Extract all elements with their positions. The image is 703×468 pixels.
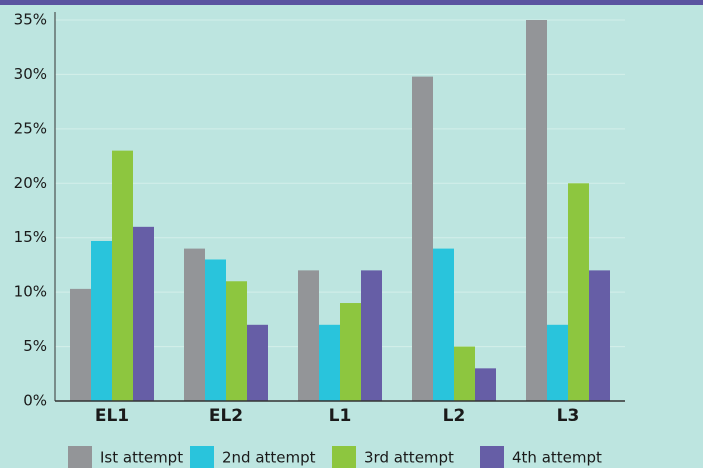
bar — [454, 346, 475, 401]
x-tick-label: L1 — [329, 406, 352, 426]
bar — [568, 183, 589, 401]
y-tick-label: 10% — [14, 283, 47, 301]
x-tick-label: EL1 — [95, 406, 129, 426]
y-tick-label: 15% — [14, 228, 47, 246]
bar — [112, 150, 133, 401]
bar — [319, 324, 340, 401]
bar — [91, 240, 112, 401]
x-tick-label: L3 — [557, 406, 580, 426]
bar — [184, 248, 205, 401]
bar — [226, 281, 247, 401]
bar — [433, 248, 454, 401]
legend-label: 4th attempt — [512, 449, 602, 467]
bar — [340, 303, 361, 401]
bar — [526, 20, 547, 401]
legend-label: 2nd attempt — [222, 449, 316, 467]
y-tick-label: 30% — [14, 65, 47, 83]
y-tick-label: 25% — [14, 119, 47, 137]
bar — [205, 259, 226, 401]
bar — [247, 324, 268, 401]
legend-swatch — [332, 446, 356, 468]
legend-swatch — [68, 446, 92, 468]
x-tick-label: L2 — [443, 406, 466, 426]
legend-swatch — [480, 446, 504, 468]
y-tick-label: 5% — [23, 337, 47, 355]
x-tick-label: EL2 — [209, 406, 243, 426]
y-tick-label: 0% — [23, 392, 47, 410]
bar — [133, 226, 154, 401]
y-tick-label: 20% — [14, 174, 47, 192]
bar — [412, 76, 433, 401]
bar — [589, 270, 610, 401]
legend-swatch — [190, 446, 214, 468]
bar — [70, 288, 91, 401]
y-tick-label: 35% — [14, 11, 47, 29]
legend-label: Ist attempt — [100, 449, 183, 467]
top-band — [0, 0, 703, 5]
bar — [298, 270, 319, 401]
bar — [547, 324, 568, 401]
bar — [361, 270, 382, 401]
legend-label: 3rd attempt — [364, 449, 454, 467]
bar — [475, 368, 496, 401]
